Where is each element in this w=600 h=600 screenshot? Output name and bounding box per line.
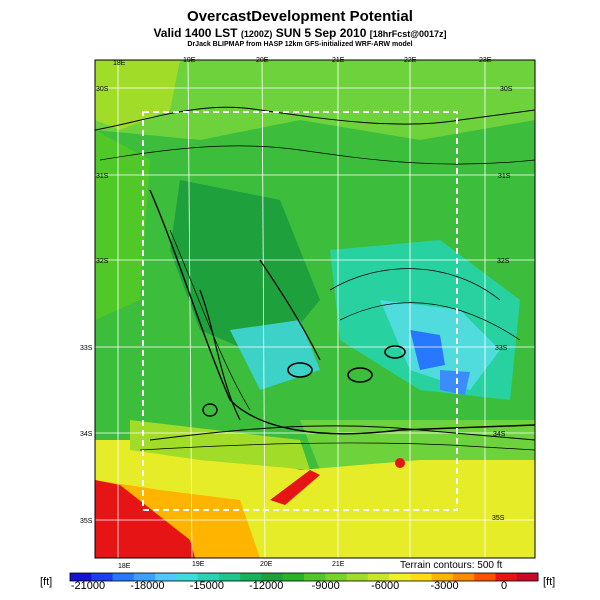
left-lat-label-3: 33S: [80, 345, 93, 352]
colorbar-tick-label: -21000: [70, 580, 106, 592]
colorbar-swatch: [282, 573, 305, 581]
terrain-contours: [95, 106, 535, 451]
colorbar-unit-right: [ft]: [543, 576, 556, 588]
colorbar-swatch: [70, 573, 92, 581]
colorbar-frame: [69, 572, 539, 582]
left-lat-label-2: 32S: [96, 258, 109, 265]
left-lat-label-1: 31S: [96, 173, 109, 180]
field-region-west-green: [95, 130, 150, 320]
right-lat-label-0: 30S: [500, 86, 513, 93]
map-subtitle: Valid 1400 LST (1200Z) SUN 5 Sep 2010 [1…: [0, 26, 600, 40]
colorbar-swatch: [495, 573, 518, 581]
colorbar-swatch: [410, 573, 433, 581]
bottom-lon-label-0: 18E: [118, 563, 131, 570]
colorbar-tick-label: -9000: [311, 580, 340, 592]
colorbar-swatch: [304, 573, 326, 581]
colorbar-swatch: [367, 573, 390, 581]
bottom-lon-label-2: 20E: [260, 561, 273, 568]
field-region-south-green-strip: [130, 420, 310, 470]
left-lat-label-5: 35S: [80, 518, 93, 525]
colorbar-swatch: [240, 573, 262, 581]
colorbar-tick-label: -12000: [249, 580, 284, 592]
colorbar-swatch: [389, 573, 411, 581]
colorbar-tick-label: 0: [500, 580, 508, 592]
lat-lon-grid: [95, 60, 535, 558]
bottom-lon-label-3: 21E: [332, 561, 345, 568]
colorbar-swatch: [91, 573, 114, 581]
colorbar-swatch: [133, 573, 156, 581]
valid-date: SUN 5 Sep 2010: [275, 26, 367, 40]
map-title: OvercastDevelopment Potential: [187, 8, 413, 25]
colorbar-swatch: [474, 573, 496, 581]
utc-time: (1200Z): [240, 29, 273, 39]
map-frame: [94, 59, 536, 559]
terrain-contours-note: Terrain contours: 500 ft: [400, 560, 503, 571]
colorbar-swatch: [155, 573, 177, 581]
right-lat-label-3: 33S: [495, 345, 508, 352]
colorbar-tick-label: -3000: [430, 580, 459, 592]
top-lon-label-4: 22E: [404, 57, 417, 64]
colorbar-swatch: [452, 573, 475, 581]
colorbar-unit-left: [ft]: [40, 576, 53, 588]
colorbar-swatch: [325, 573, 348, 581]
field-region-cyan-center: [230, 320, 320, 390]
colorbar-swatch: [112, 573, 135, 581]
left-lat-label-0: 30S: [96, 86, 109, 93]
right-lat-label-2: 32S: [497, 258, 510, 265]
colorbar-swatch: [176, 573, 199, 581]
colorbar-swatch: [516, 573, 539, 581]
top-lon-label-5: 23E: [479, 57, 492, 64]
top-lon-label-2: 20E: [256, 57, 269, 64]
right-lat-label-1: 31S: [498, 173, 511, 180]
field-region-south-red: [95, 480, 195, 558]
field-region-red-dot: [395, 458, 405, 468]
field-region-southeast-green: [300, 420, 535, 470]
colorbar-tick-label: -15000: [189, 580, 224, 592]
top-lon-label-0: 18E: [113, 60, 126, 67]
colorbar: [69, 572, 539, 582]
field-region-north-light: [95, 60, 535, 140]
colorbar-swatch: [261, 573, 284, 581]
right-lat-label-4: 34S: [493, 431, 506, 438]
model-description: DrJack BLIPMAP from HASP 12km GFS-initia…: [187, 41, 413, 48]
field-region-blue-east: [440, 370, 470, 395]
colorbar-swatch: [431, 573, 454, 581]
field-region-coast-red: [270, 470, 320, 505]
right-lat-label-5: 35S: [492, 515, 505, 522]
colorbar-swatch: [197, 573, 220, 581]
colorbar-tick-label: -18000: [130, 580, 165, 592]
colorbar-swatch: [346, 573, 369, 581]
bottom-lon-label-1: 19E: [192, 561, 205, 568]
valid-time: Valid 1400 LST: [153, 26, 238, 40]
forecast-info: [18hrFcst@0017z]: [369, 29, 447, 39]
colorbar-swatch: [218, 573, 241, 581]
left-lat-label-4: 34S: [80, 431, 93, 438]
field-region-blue-cell: [410, 330, 445, 370]
domain-box: [142, 111, 458, 511]
top-lon-label-3: 21E: [332, 57, 345, 64]
colorbar-tick-label: -6000: [371, 580, 400, 592]
top-lon-label-1: 19E: [183, 57, 196, 64]
